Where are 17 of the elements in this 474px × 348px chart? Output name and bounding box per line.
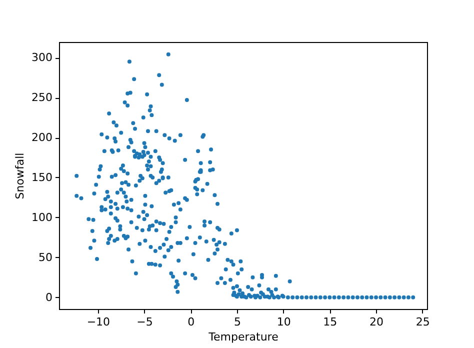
x-tick-label: −10 — [86, 316, 110, 328]
x-tick-label: 25 — [416, 316, 430, 328]
x-tick-label: −5 — [136, 316, 153, 328]
y-tick-label: 150 — [32, 171, 52, 184]
x-tick-label: 0 — [188, 316, 195, 328]
y-tick-label: 50 — [38, 250, 52, 264]
x-tick-label: 5 — [234, 316, 241, 328]
y-axis-title: Snowfall — [14, 152, 27, 200]
y-tick-label: 200 — [32, 131, 52, 144]
x-tick-label: 10 — [276, 316, 291, 328]
x-axis-title: Temperature — [208, 330, 279, 344]
y-tick-label: 100 — [32, 210, 52, 224]
y-tick-label: 0 — [46, 290, 52, 304]
y-tick-label: 300 — [32, 51, 52, 64]
x-tick-label: 15 — [323, 316, 338, 328]
y-tick-label: 250 — [32, 91, 52, 104]
x-tick-label: 20 — [370, 316, 384, 328]
